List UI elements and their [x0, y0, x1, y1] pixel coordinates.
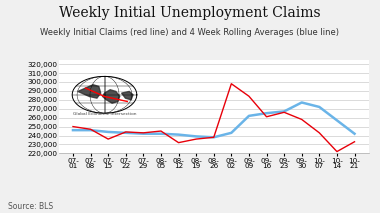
Polygon shape	[78, 85, 101, 98]
Polygon shape	[122, 91, 133, 100]
Polygon shape	[103, 90, 120, 103]
Text: Global Economic Intersection: Global Economic Intersection	[73, 112, 136, 116]
Text: Weekly Initial Claims (red line) and 4 Week Rolling Averages (blue line): Weekly Initial Claims (red line) and 4 W…	[41, 28, 339, 37]
Text: Source: BLS: Source: BLS	[8, 202, 53, 211]
Text: Weekly Initial Unemployment Claims: Weekly Initial Unemployment Claims	[59, 6, 321, 20]
